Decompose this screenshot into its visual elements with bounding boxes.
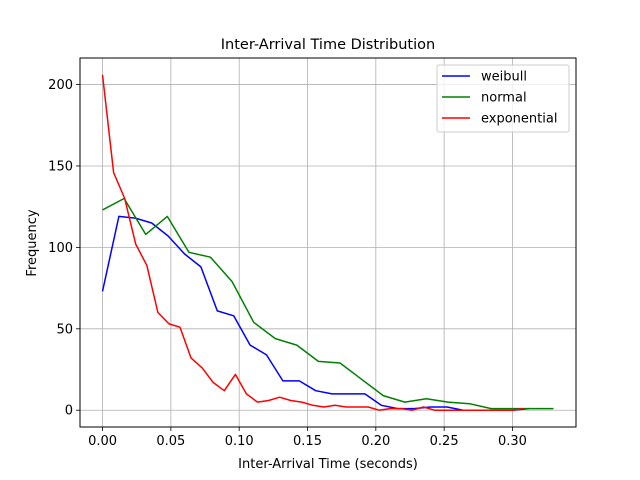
legend: weibull normal exponential	[436, 64, 570, 133]
y-tick-label: 100	[48, 241, 73, 256]
x-axis: 0.00 0.05 0.10 0.15 0.20 0.25 0.30	[88, 427, 527, 449]
x-tick-label: 0.30	[498, 434, 527, 449]
x-tick-label: 0.10	[225, 434, 254, 449]
grid	[80, 58, 576, 427]
legend-label-normal: normal	[481, 91, 527, 106]
y-tick-label: 50	[56, 322, 73, 337]
series-line-normal	[102, 197, 554, 410]
series-line-exponential	[101, 74, 524, 411]
y-tick-label: 200	[48, 78, 73, 93]
series-line-weibull	[101, 215, 529, 411]
chart-title: Inter-Arrival Time Distribution	[221, 37, 435, 53]
plot-area	[79, 57, 577, 428]
series-layer	[101, 74, 554, 411]
legend-box	[436, 64, 570, 133]
x-axis-label: Inter-Arrival Time (seconds)	[238, 457, 418, 472]
x-tick-label: 0.05	[156, 434, 185, 449]
y-tick-label: 0	[65, 404, 73, 419]
y-axis-label: Frequency	[25, 209, 40, 276]
x-tick-label: 0.25	[430, 434, 459, 449]
axes-frame	[79, 57, 577, 428]
legend-label-exponential: exponential	[481, 112, 557, 127]
legend-label-weibull: weibull	[481, 70, 527, 85]
y-axis: 0 50 100 150 200	[48, 78, 80, 419]
x-tick-label: 0.20	[361, 434, 390, 449]
y-tick-label: 150	[48, 159, 73, 174]
x-tick-label: 0.00	[88, 434, 117, 449]
x-tick-label: 0.15	[293, 434, 322, 449]
